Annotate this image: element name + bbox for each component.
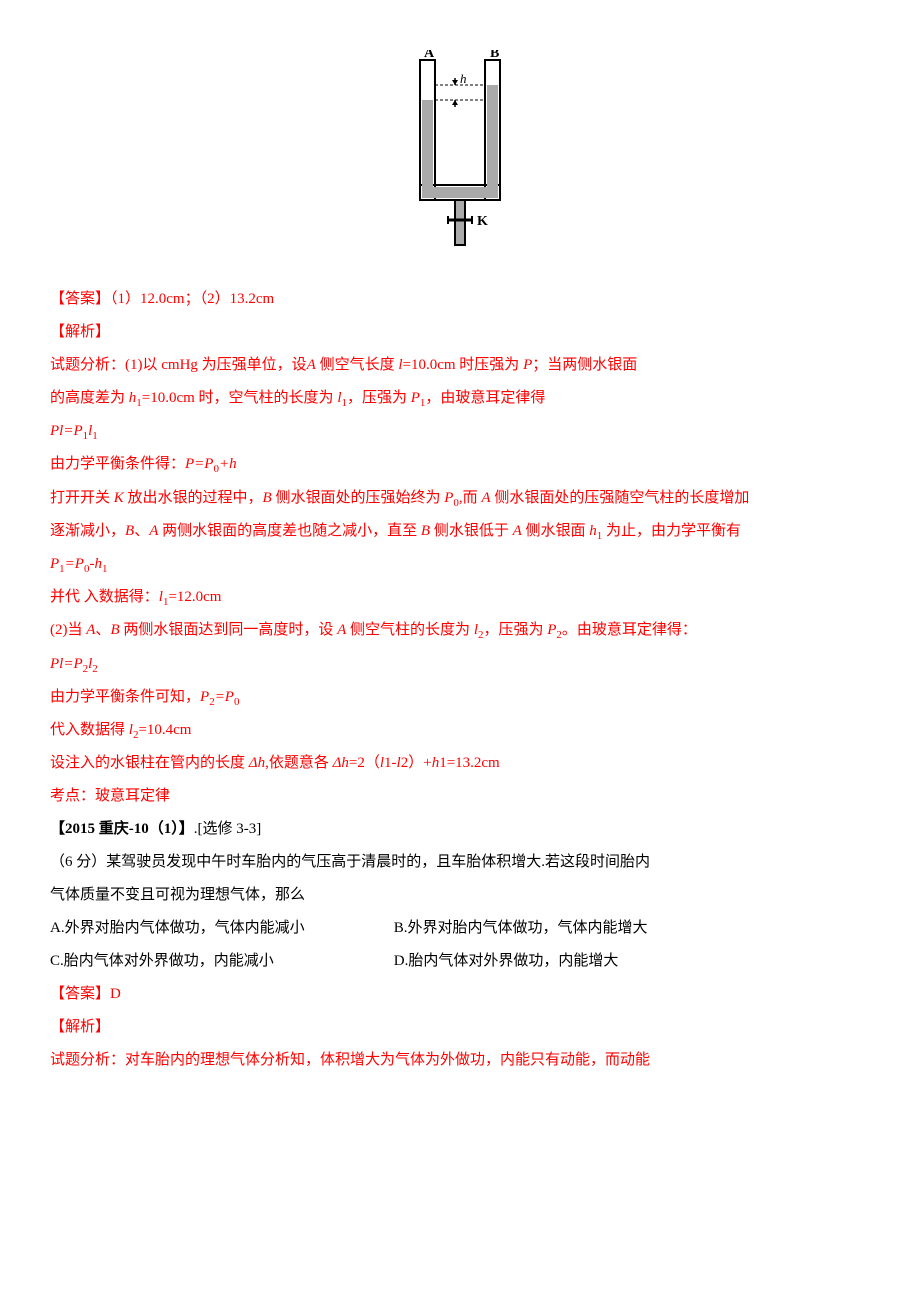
question-header: 【2015 重庆-10（1）】.[选修 3-3]: [50, 813, 870, 846]
analysis-line-4: 由力学平衡条件得：P=P0+h: [50, 448, 870, 481]
topic-line: 考点：玻意耳定律: [50, 780, 870, 813]
analysis-line-8: 并代 入数据得：l1=12.0cm: [50, 581, 870, 614]
option-d: D.胎内气体对外界做功，内能增大: [394, 953, 619, 969]
analysis-line-5: 打开开关 K 放出水银的过程中，B 侧水银面处的压强始终为 P0,而 A 侧水银…: [50, 482, 870, 515]
analysis-line-12: 代入数据得 l2=10.4cm: [50, 714, 870, 747]
analysis-header: 【解析】: [50, 316, 870, 349]
equation-3: Pl=P2l2: [50, 648, 870, 681]
analysis-line-6: 逐渐减小，B、A 两侧水银面的高度差也随之减小，直至 B 侧水银低于 A 侧水银…: [50, 515, 870, 548]
label-k: K: [477, 214, 488, 229]
u-tube-diagram: A B h K: [50, 50, 870, 263]
option-a: A.外界对胎内气体做功，气体内能减小: [50, 912, 390, 945]
label-b: B: [490, 50, 499, 61]
label-h: h: [460, 71, 467, 86]
analysis-line-11: 由力学平衡条件可知，P2=P0: [50, 681, 870, 714]
question-line-2: 气体质量不变且可视为理想气体，那么: [50, 879, 870, 912]
analysis-line-9: (2)当 A、B 两侧水银面达到同一高度时，设 A 侧空气柱的长度为 l2，压强…: [50, 614, 870, 647]
option-b: B.外界对胎内气体做功，气体内能增大: [394, 920, 648, 936]
analysis-line-13: 设注入的水银柱在管内的长度 Δh,依题意各 Δh=2（l1-l2）+h1=13.…: [50, 747, 870, 780]
answer-line: 【答案】（1）12.0cm；（2）13.2cm: [50, 283, 870, 316]
u-tube-svg: A B h K: [400, 50, 520, 250]
analysis-2-line-1: 试题分析：对车胎内的理想气体分析知，体积增大为气体为外做功，内能只有动能，而动能: [50, 1044, 870, 1077]
analysis-line-2: 的高度差为 h1=10.0cm 时，空气柱的长度为 l1，压强为 P1，由玻意耳…: [50, 382, 870, 415]
options-row-1: A.外界对胎内气体做功，气体内能减小 B.外界对胎内气体做功，气体内能增大: [50, 912, 870, 945]
question-line-1: （6 分）某驾驶员发现中午时车胎内的气压高于清晨时的，且车胎体积增大.若这段时间…: [50, 846, 870, 879]
label-a: A: [424, 50, 435, 61]
option-c: C.胎内气体对外界做功，内能减小: [50, 945, 390, 978]
analysis-header-2: 【解析】: [50, 1011, 870, 1044]
equation-1: Pl=P1l1: [50, 415, 870, 448]
options-row-2: C.胎内气体对外界做功，内能减小 D.胎内气体对外界做功，内能增大: [50, 945, 870, 978]
analysis-line-1: 试题分析：(1)以 cmHg 为压强单位，设A 侧空气长度 l=10.0cm 时…: [50, 349, 870, 382]
equation-2: P1=P0-h1: [50, 548, 870, 581]
answer-2: 【答案】D: [50, 978, 870, 1011]
